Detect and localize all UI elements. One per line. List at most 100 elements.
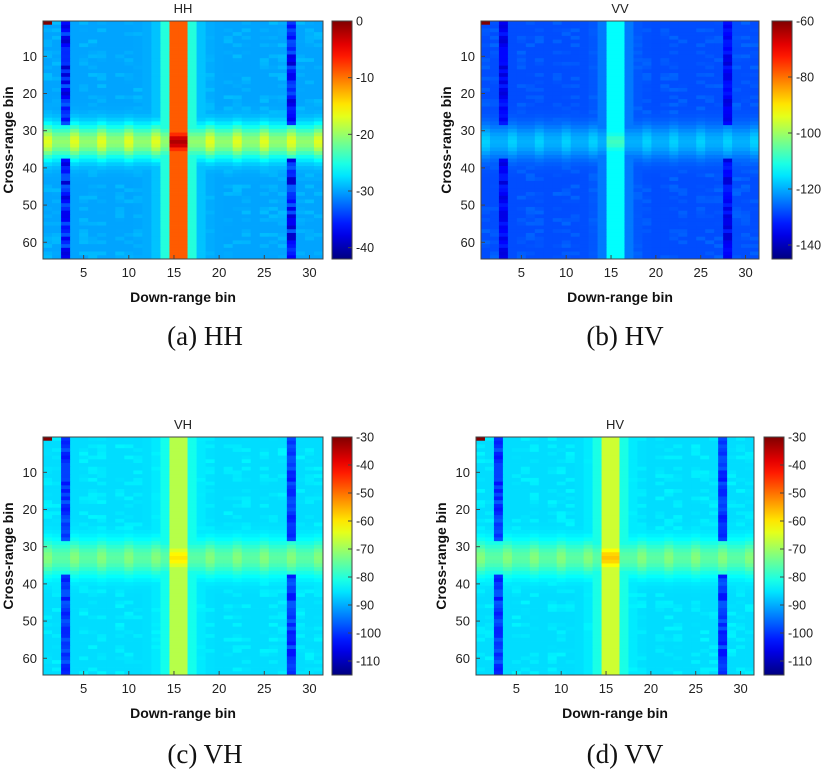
- heatmap-cell: [97, 518, 107, 523]
- heatmap-cell: [196, 173, 206, 178]
- heatmap-cell: [750, 24, 760, 29]
- heatmap-cell: [741, 28, 751, 33]
- heatmap-cell: [205, 533, 216, 538]
- heatmap-cell: [570, 158, 581, 163]
- heatmap-cell: [286, 236, 297, 241]
- heatmap-cell: [295, 140, 306, 145]
- heatmap-cell: [714, 221, 724, 226]
- heatmap-cell: [79, 459, 89, 464]
- heatmap-cell: [669, 162, 679, 167]
- heatmap-cell: [723, 24, 733, 29]
- heatmap-cell: [570, 54, 581, 59]
- heatmap-cell: [43, 54, 53, 59]
- heatmap-cell: [97, 188, 107, 193]
- heatmap-cell: [552, 244, 563, 249]
- heatmap-cell: [696, 221, 706, 226]
- heatmap-cell: [313, 121, 324, 126]
- heatmap-cell: [142, 73, 152, 78]
- heatmap-cell: [615, 173, 625, 178]
- heatmap-cell: [714, 206, 724, 212]
- heatmap-cell: [489, 180, 500, 186]
- heatmap-cell: [151, 173, 161, 178]
- heatmap-cell: [525, 125, 536, 130]
- heatmap-cell: [597, 54, 607, 59]
- heatmap-cell: [142, 125, 152, 130]
- heatmap-cell: [259, 229, 270, 234]
- heatmap-cell: [705, 225, 715, 230]
- heatmap-cell: [615, 151, 625, 156]
- heatmap-cell: [534, 169, 545, 174]
- heatmap-cell: [268, 99, 279, 104]
- heatmap-cell: [124, 448, 134, 453]
- heatmap-cell: [606, 43, 616, 48]
- heatmap-cell: [570, 210, 581, 215]
- heatmap-cell: [277, 128, 288, 133]
- heatmap-cell: [304, 451, 315, 456]
- heatmap-cell: [214, 158, 225, 163]
- heatmap-cell: [241, 526, 252, 531]
- heatmap-cell: [43, 548, 53, 553]
- heatmap-cell: [250, 87, 261, 93]
- heatmap-cell: [732, 39, 742, 44]
- heatmap-cell: [250, 544, 261, 549]
- heatmap-cell: [633, 188, 643, 193]
- heatmap-cell: [169, 437, 179, 442]
- heatmap-cell: [498, 80, 509, 85]
- heatmap-cell: [633, 132, 643, 137]
- heatmap-cell: [142, 511, 152, 516]
- heatmap-cell: [660, 35, 670, 40]
- x-tick-label: 15: [604, 265, 618, 280]
- heatmap-cell: [669, 73, 679, 78]
- heatmap-cell: [232, 39, 243, 44]
- heatmap-cell: [151, 180, 161, 186]
- heatmap-cell: [304, 229, 315, 234]
- heatmap-cell: [259, 21, 270, 26]
- heatmap-cell: [70, 203, 80, 208]
- heatmap-cell: [259, 203, 270, 208]
- heatmap-cell: [516, 84, 527, 89]
- heatmap-cell: [232, 73, 243, 78]
- heatmap-cell: [178, 496, 188, 501]
- heatmap-cell: [232, 474, 243, 479]
- heatmap-cell: [723, 73, 733, 78]
- heatmap-cell: [124, 218, 134, 223]
- heatmap-cell: [61, 125, 71, 130]
- heatmap-cell: [124, 147, 134, 152]
- x-tick-label: 5: [518, 265, 525, 280]
- heatmap-cell: [205, 43, 216, 48]
- heatmap-cell: [481, 132, 491, 137]
- heatmap-cell: [268, 106, 279, 111]
- heatmap-cell: [79, 210, 89, 215]
- heatmap-cell: [223, 43, 234, 48]
- heatmap-cell: [214, 481, 225, 486]
- heatmap-cell: [561, 128, 572, 133]
- heatmap-cell: [741, 50, 751, 55]
- heatmap-cell: [552, 58, 563, 63]
- heatmap-cell: [481, 240, 491, 245]
- heatmap-cell: [295, 244, 306, 249]
- heatmap-cell: [196, 143, 206, 148]
- heatmap-cell: [498, 203, 509, 208]
- heatmap-cell: [606, 214, 616, 219]
- heatmap-cell: [97, 28, 107, 33]
- heatmap-cell: [124, 99, 134, 104]
- heatmap-cell: [624, 69, 634, 74]
- heatmap-cell: [106, 125, 116, 130]
- heatmap-cell: [124, 492, 134, 497]
- heatmap-cell: [304, 140, 315, 145]
- heatmap-cell: [43, 43, 53, 48]
- heatmap-cell: [723, 158, 733, 163]
- heatmap-cell: [696, 147, 706, 152]
- heatmap-cell: [714, 210, 724, 215]
- heatmap-cell: [660, 151, 670, 156]
- heatmap-cell: [678, 188, 688, 193]
- heatmap-cell: [543, 47, 554, 52]
- heatmap-cell: [160, 180, 170, 186]
- heatmap-cell: [259, 463, 270, 468]
- heatmap-cell: [88, 136, 98, 141]
- heatmap-cell: [606, 147, 616, 152]
- heatmap-cell: [304, 515, 315, 520]
- heatmap-cell: [723, 247, 733, 252]
- heatmap-cell: [214, 503, 225, 509]
